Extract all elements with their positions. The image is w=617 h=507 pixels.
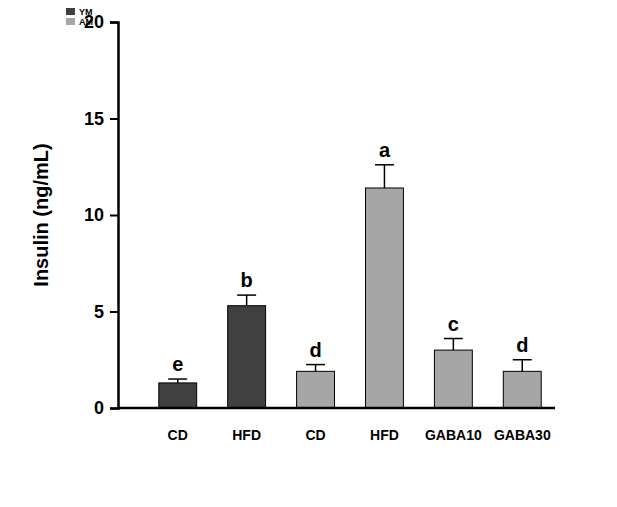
bar <box>159 383 197 408</box>
significance-letter: d <box>309 339 321 361</box>
x-tick: CD <box>305 408 325 443</box>
error-line <box>315 365 317 372</box>
error-bar <box>168 379 187 383</box>
x-tick-label: HFD <box>232 427 261 443</box>
error-cap <box>237 294 256 296</box>
significance-letter: d <box>516 334 528 356</box>
legend-swatch <box>66 8 75 15</box>
y-tick-mark <box>110 215 118 217</box>
x-tick: GABA30 <box>494 408 551 443</box>
error-bar <box>444 339 463 351</box>
error-bar <box>237 295 256 306</box>
error-bar <box>375 165 394 188</box>
y-tick-mark <box>110 118 118 120</box>
x-tick-label: CD <box>305 427 325 443</box>
x-tick-label: GABA10 <box>425 427 482 443</box>
y-tick-label: 10 <box>84 205 104 225</box>
error-bar <box>306 365 325 372</box>
bar <box>297 371 335 408</box>
plot: ebdacd05101520CDHFDCDHFDGABA10GABA30 <box>84 12 555 443</box>
y-tick-label: 5 <box>94 302 104 322</box>
significance-letter: a <box>379 139 391 161</box>
significance-letter: c <box>448 313 459 335</box>
bar <box>366 188 404 408</box>
legend: YMAM <box>66 7 93 27</box>
error-cap <box>444 338 463 340</box>
y-tick-label: 0 <box>94 398 104 418</box>
error-cap <box>168 378 187 380</box>
bar <box>228 306 266 408</box>
y-tick-mark <box>110 408 118 410</box>
error-cap <box>375 164 394 166</box>
x-tick: HFD <box>370 408 399 443</box>
y-tick-mark <box>110 22 118 24</box>
legend-item: YM <box>66 7 93 17</box>
chart: ebdacd05101520CDHFDCDHFDGABA10GABA30Insu… <box>0 0 617 507</box>
x-tick: CD <box>168 408 188 443</box>
y-axis: 05101520 <box>84 12 119 418</box>
legend-swatch <box>66 18 75 25</box>
y-tick-label: 15 <box>84 109 104 129</box>
error-line <box>246 295 248 306</box>
error-line <box>522 360 524 372</box>
significance-letter: b <box>241 269 253 291</box>
y-tick: 10 <box>84 205 118 225</box>
legend-label: YM <box>79 7 93 17</box>
x-tick-label: HFD <box>370 427 399 443</box>
x-tick: HFD <box>232 408 261 443</box>
error-cap <box>513 359 532 361</box>
y-tick: 5 <box>94 302 118 322</box>
legend-item: AM <box>66 17 93 27</box>
error-line <box>453 339 455 351</box>
y-axis-title: Insulin (ng/mL) <box>30 143 52 286</box>
error-bar <box>513 360 532 372</box>
x-axis-line <box>118 407 555 410</box>
bar <box>434 350 472 408</box>
x-axis: CD HFD CD HFD GABA10 GABA30 <box>118 408 555 443</box>
bars <box>159 165 541 408</box>
y-tick: 0 <box>94 398 118 418</box>
legend-label: AM <box>79 17 93 27</box>
error-cap <box>306 364 325 366</box>
x-tick-label: CD <box>168 427 188 443</box>
y-tick-mark <box>110 311 118 313</box>
y-tick: 15 <box>84 109 118 129</box>
bar <box>503 371 541 408</box>
x-tick: GABA10 <box>425 408 482 443</box>
y-axis-line <box>110 23 119 409</box>
error-line <box>384 165 386 188</box>
significance-letter: e <box>172 353 183 375</box>
x-tick-label: GABA30 <box>494 427 551 443</box>
